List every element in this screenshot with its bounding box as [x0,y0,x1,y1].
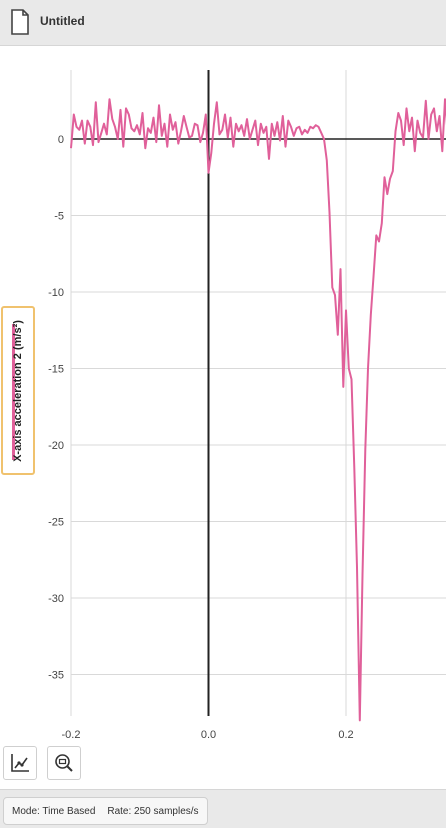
zoom-icon [55,754,73,772]
y-tick-label: -5 [54,211,64,223]
y-axis-label: X-axis acceleration 2 (m/s²) [12,319,24,462]
series-line-x-axis-acceleration [70,98,446,722]
document-title[interactable]: Untitled [40,14,85,28]
x-tick-label: 0.0 [201,729,216,740]
y-axis-label-box[interactable]: X-axis acceleration 2 (m/s²) [1,306,35,475]
y-tick-label: -30 [48,593,64,605]
title-bar: Untitled [0,0,446,46]
line-chart[interactable]: 0 -5 -10 -15 -20 -25 -30 -35 -0.2 0.0 0.2 [0,46,446,740]
y-tick-label: -15 [48,364,64,376]
rate-text: Rate: 250 samples/s [107,805,199,817]
y-tick-label: -25 [48,517,64,529]
document-icon[interactable] [10,9,30,35]
graph-panel[interactable]: 0 -5 -10 -15 -20 -25 -30 -35 -0.2 0.0 0.2 [0,46,446,740]
y-tick-label: -35 [48,670,64,682]
mode-text: Mode: Time Based [12,805,96,817]
grid-lines [70,70,446,716]
y-tick-label: -20 [48,440,64,452]
x-tick-label: -0.2 [62,729,81,740]
graph-line-icon [11,754,29,772]
y-tick-label: -10 [48,287,64,299]
y-tick-label: 0 [58,134,64,146]
y-tick-labels: 0 -5 -10 -15 -20 -25 -30 -35 [48,134,64,682]
x-tick-labels: -0.2 0.0 0.2 [62,729,354,740]
series-color-swatch [12,324,15,460]
zoom-button[interactable] [47,746,81,780]
graph-tools-button[interactable] [3,746,37,780]
x-tick-label: 0.2 [338,729,353,740]
collection-settings-button[interactable]: Mode: Time Based Rate: 250 samples/s [3,797,208,825]
